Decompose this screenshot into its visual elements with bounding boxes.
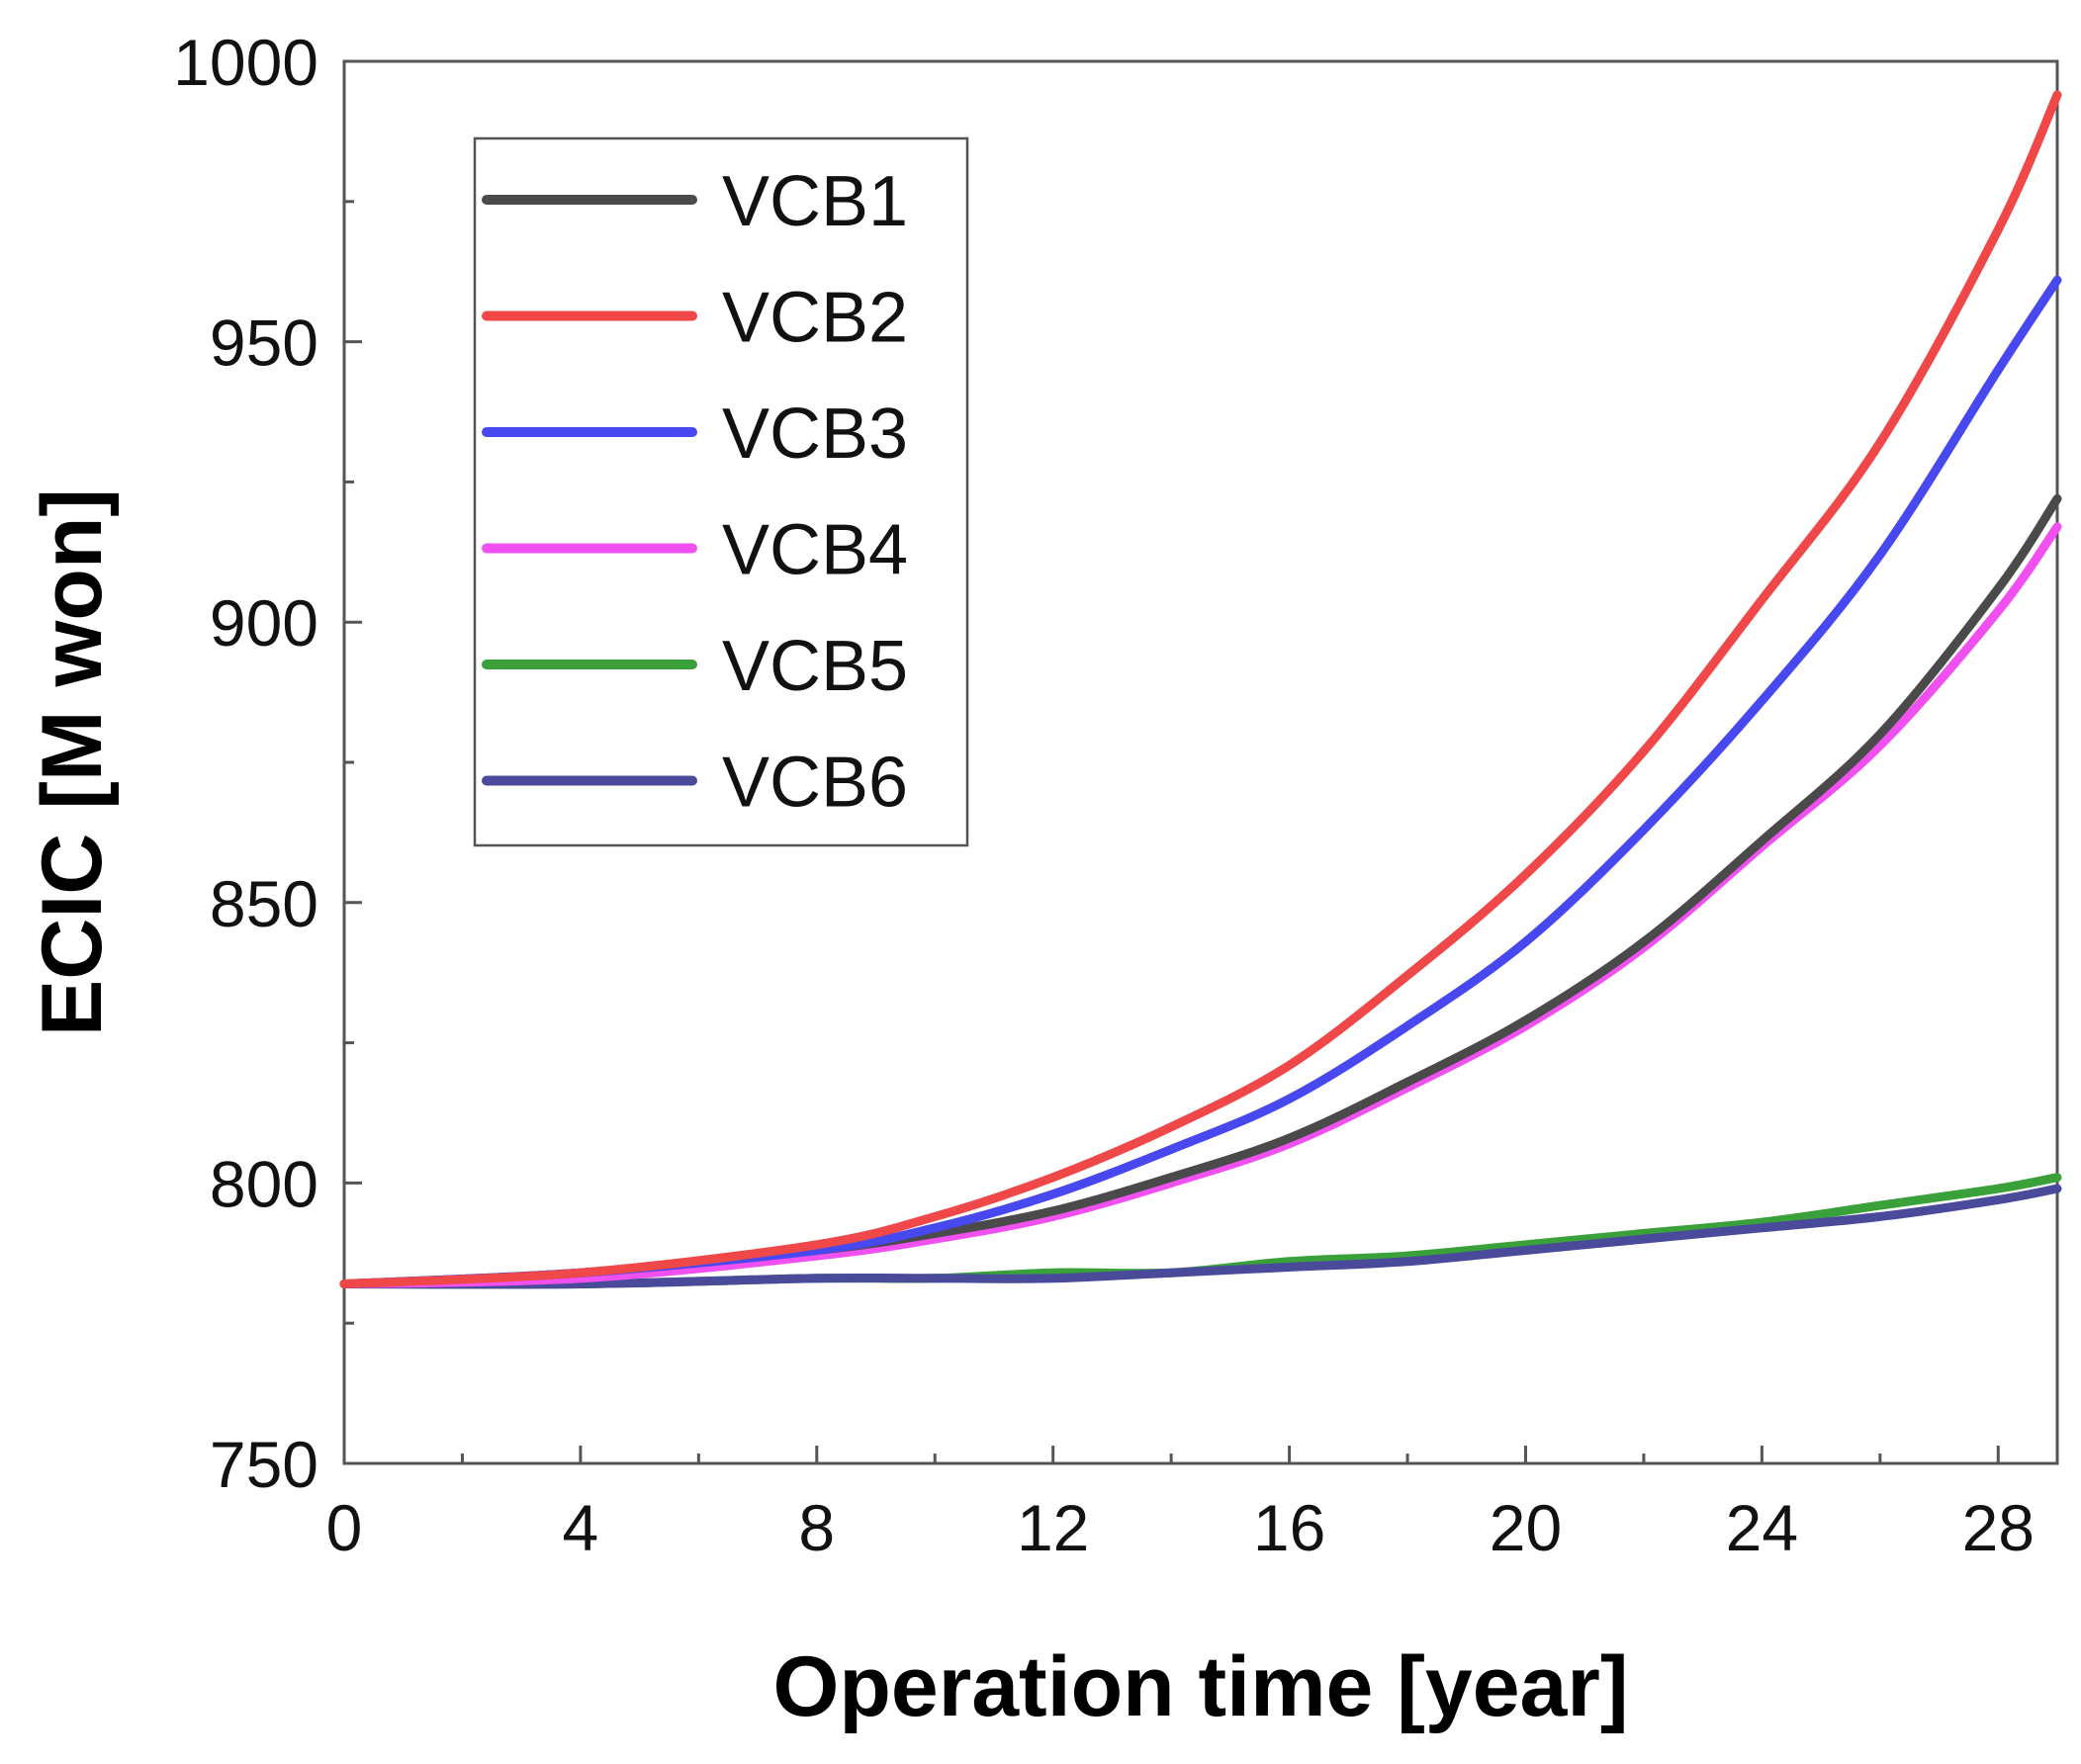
series-lines (339, 90, 2062, 1289)
x-tick-label: 28 (1962, 1491, 2035, 1564)
legend-label-vcb5: VCB5 (722, 627, 908, 706)
series-line-vcb2 (339, 90, 2062, 1288)
axis-ticks: 0 4 8 12 16 20 24 28 750 800 850 900 950 1000 (173, 26, 2035, 1564)
y-tick-label: 950 (210, 307, 318, 380)
x-tick-label: 4 (563, 1491, 599, 1564)
y-tick-label: 850 (210, 867, 318, 940)
legend-box (473, 136, 969, 847)
x-tick-label: 8 (798, 1491, 835, 1564)
x-tick-label: 20 (1490, 1491, 1562, 1564)
y-tick-label: 800 (210, 1147, 318, 1220)
x-tick-label: 16 (1253, 1491, 1325, 1564)
x-tick-label: 0 (326, 1491, 363, 1564)
y-tick-label: 1000 (173, 26, 318, 99)
y-tick-label: 750 (210, 1428, 318, 1501)
x-axis-title: Operation time [year] (773, 1639, 1629, 1734)
y-tick-label: 900 (210, 586, 318, 660)
legend-label-vcb3: VCB3 (722, 395, 908, 474)
legend-label-vcb2: VCB2 (722, 279, 908, 358)
series-line-vcb3 (339, 275, 2062, 1288)
series-line-vcb6 (339, 1184, 2062, 1289)
legend: VCB1 VCB2 VCB3 VCB4 VCB5 VCB6 (473, 136, 969, 847)
x-tick-label: 12 (1017, 1491, 1089, 1564)
series-line-vcb4 (339, 522, 2062, 1288)
legend-label-vcb4: VCB4 (722, 511, 908, 590)
y-axis-title: ECIC [M won] (25, 488, 120, 1036)
legend-label-vcb6: VCB6 (722, 744, 908, 823)
x-tick-label: 24 (1726, 1491, 1798, 1564)
legend-label-vcb1: VCB1 (722, 162, 908, 241)
